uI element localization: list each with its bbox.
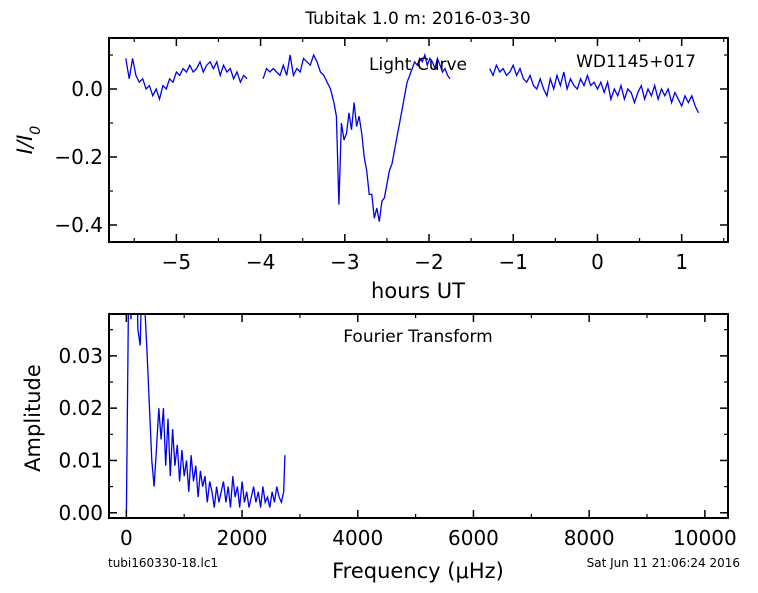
light-curve-series-line-3 — [489, 63, 700, 114]
fourier-y-tick-label: 0.02 — [58, 396, 103, 420]
chart-title: Tubitak 1.0 m: 2016-03-30 — [304, 9, 530, 29]
fourier-x-tick-label: 8000 — [564, 526, 615, 550]
fourier-x-tick-label: 0 — [120, 526, 133, 550]
target-name-annotation: WD1145+017 — [576, 52, 696, 72]
fourier-plot-frame — [108, 313, 729, 519]
fourier-x-tick-label: 10000 — [673, 526, 737, 550]
fourier-annotation: Fourier Transform — [343, 327, 492, 347]
footer-filename: tubi160330-18.lc1 — [108, 556, 218, 570]
light-curve-plot-frame — [108, 37, 729, 243]
light-curve-x-tick-label: −3 — [330, 250, 359, 274]
light-curve-y-tick-label: −0.2 — [54, 145, 103, 169]
top-y-axis-label: I/I0 — [13, 126, 44, 154]
bottom-x-axis-label: Frequency (μHz) — [332, 559, 504, 583]
light-curve-x-tick-label: −1 — [499, 250, 528, 274]
light-curve-panel: −5 −4 −3 −2 −1 0 1 0.0 −0.2 −0.4 — [54, 37, 729, 274]
fourier-y-tick-label: 0.01 — [58, 448, 103, 472]
light-curve-series-line-2 — [262, 52, 451, 222]
light-curve-series-line-1 — [125, 58, 248, 102]
light-curve-y-tick-label: 0.0 — [71, 77, 103, 101]
fourier-series-line-1 — [125, 314, 286, 513]
light-curve-x-tick-label: 0 — [591, 250, 604, 274]
fourier-transform-panel: 0 2000 4000 6000 8000 10000 0.00 0.01 0.02 0.03 — [58, 313, 737, 550]
bottom-y-axis-label: Amplitude — [21, 364, 45, 472]
light-curve-x-tick-label: −2 — [414, 250, 443, 274]
fourier-y-tick-label: 0.00 — [58, 501, 103, 525]
footer-timestamp: Sat Jun 11 21:06:24 2016 — [587, 556, 740, 570]
light-curve-x-tick-label: −5 — [162, 250, 191, 274]
fourier-x-tick-label: 6000 — [448, 526, 499, 550]
fourier-x-tick-label: 4000 — [332, 526, 383, 550]
fourier-x-tick-label: 2000 — [217, 526, 268, 550]
light-curve-y-tick-label: −0.4 — [54, 213, 103, 237]
light-curve-annotation: Light Curve — [369, 55, 467, 75]
light-curve-x-tick-label: −4 — [246, 250, 275, 274]
top-x-axis-label: hours UT — [371, 279, 465, 303]
fourier-y-tick-label: 0.03 — [58, 344, 103, 368]
light-curve-x-tick-label: 1 — [675, 250, 688, 274]
